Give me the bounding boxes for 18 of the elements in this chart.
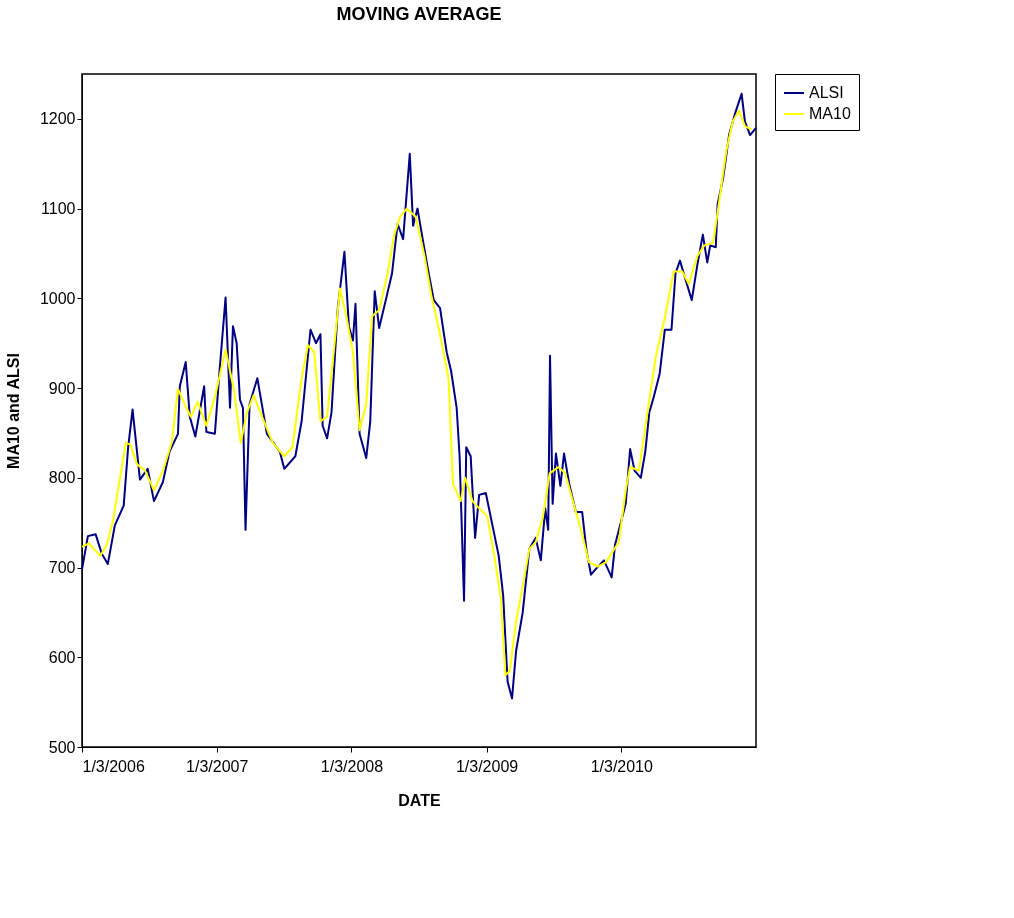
- x-tick-label: 1/3/2007: [186, 757, 249, 775]
- y-tick-label: 700: [48, 559, 76, 577]
- x-tick-label: 1/3/2008: [320, 757, 384, 775]
- legend-label: MA10: [809, 105, 851, 122]
- y-tick-label: 600: [48, 648, 76, 666]
- x-axis-title: DATE: [398, 791, 442, 809]
- y-tick-label: 900: [48, 379, 76, 397]
- y-tick-label: 1000: [39, 289, 76, 307]
- chart-title: MOVING AVERAGE: [336, 3, 502, 24]
- x-tick-label: 1/3/2006: [82, 757, 145, 775]
- y-tick-label: 800: [48, 469, 76, 487]
- y-tick-label: 1100: [41, 200, 76, 218]
- y-tick-label: 1200: [39, 110, 76, 128]
- x-tick-label: 1/3/2009: [455, 757, 519, 775]
- y-tick-label: 500: [48, 738, 76, 756]
- y-axis-title: MA10 and ALSI: [4, 353, 22, 469]
- legend-label: ALSI: [809, 84, 844, 101]
- x-tick-label: 1/3/2010: [590, 757, 654, 775]
